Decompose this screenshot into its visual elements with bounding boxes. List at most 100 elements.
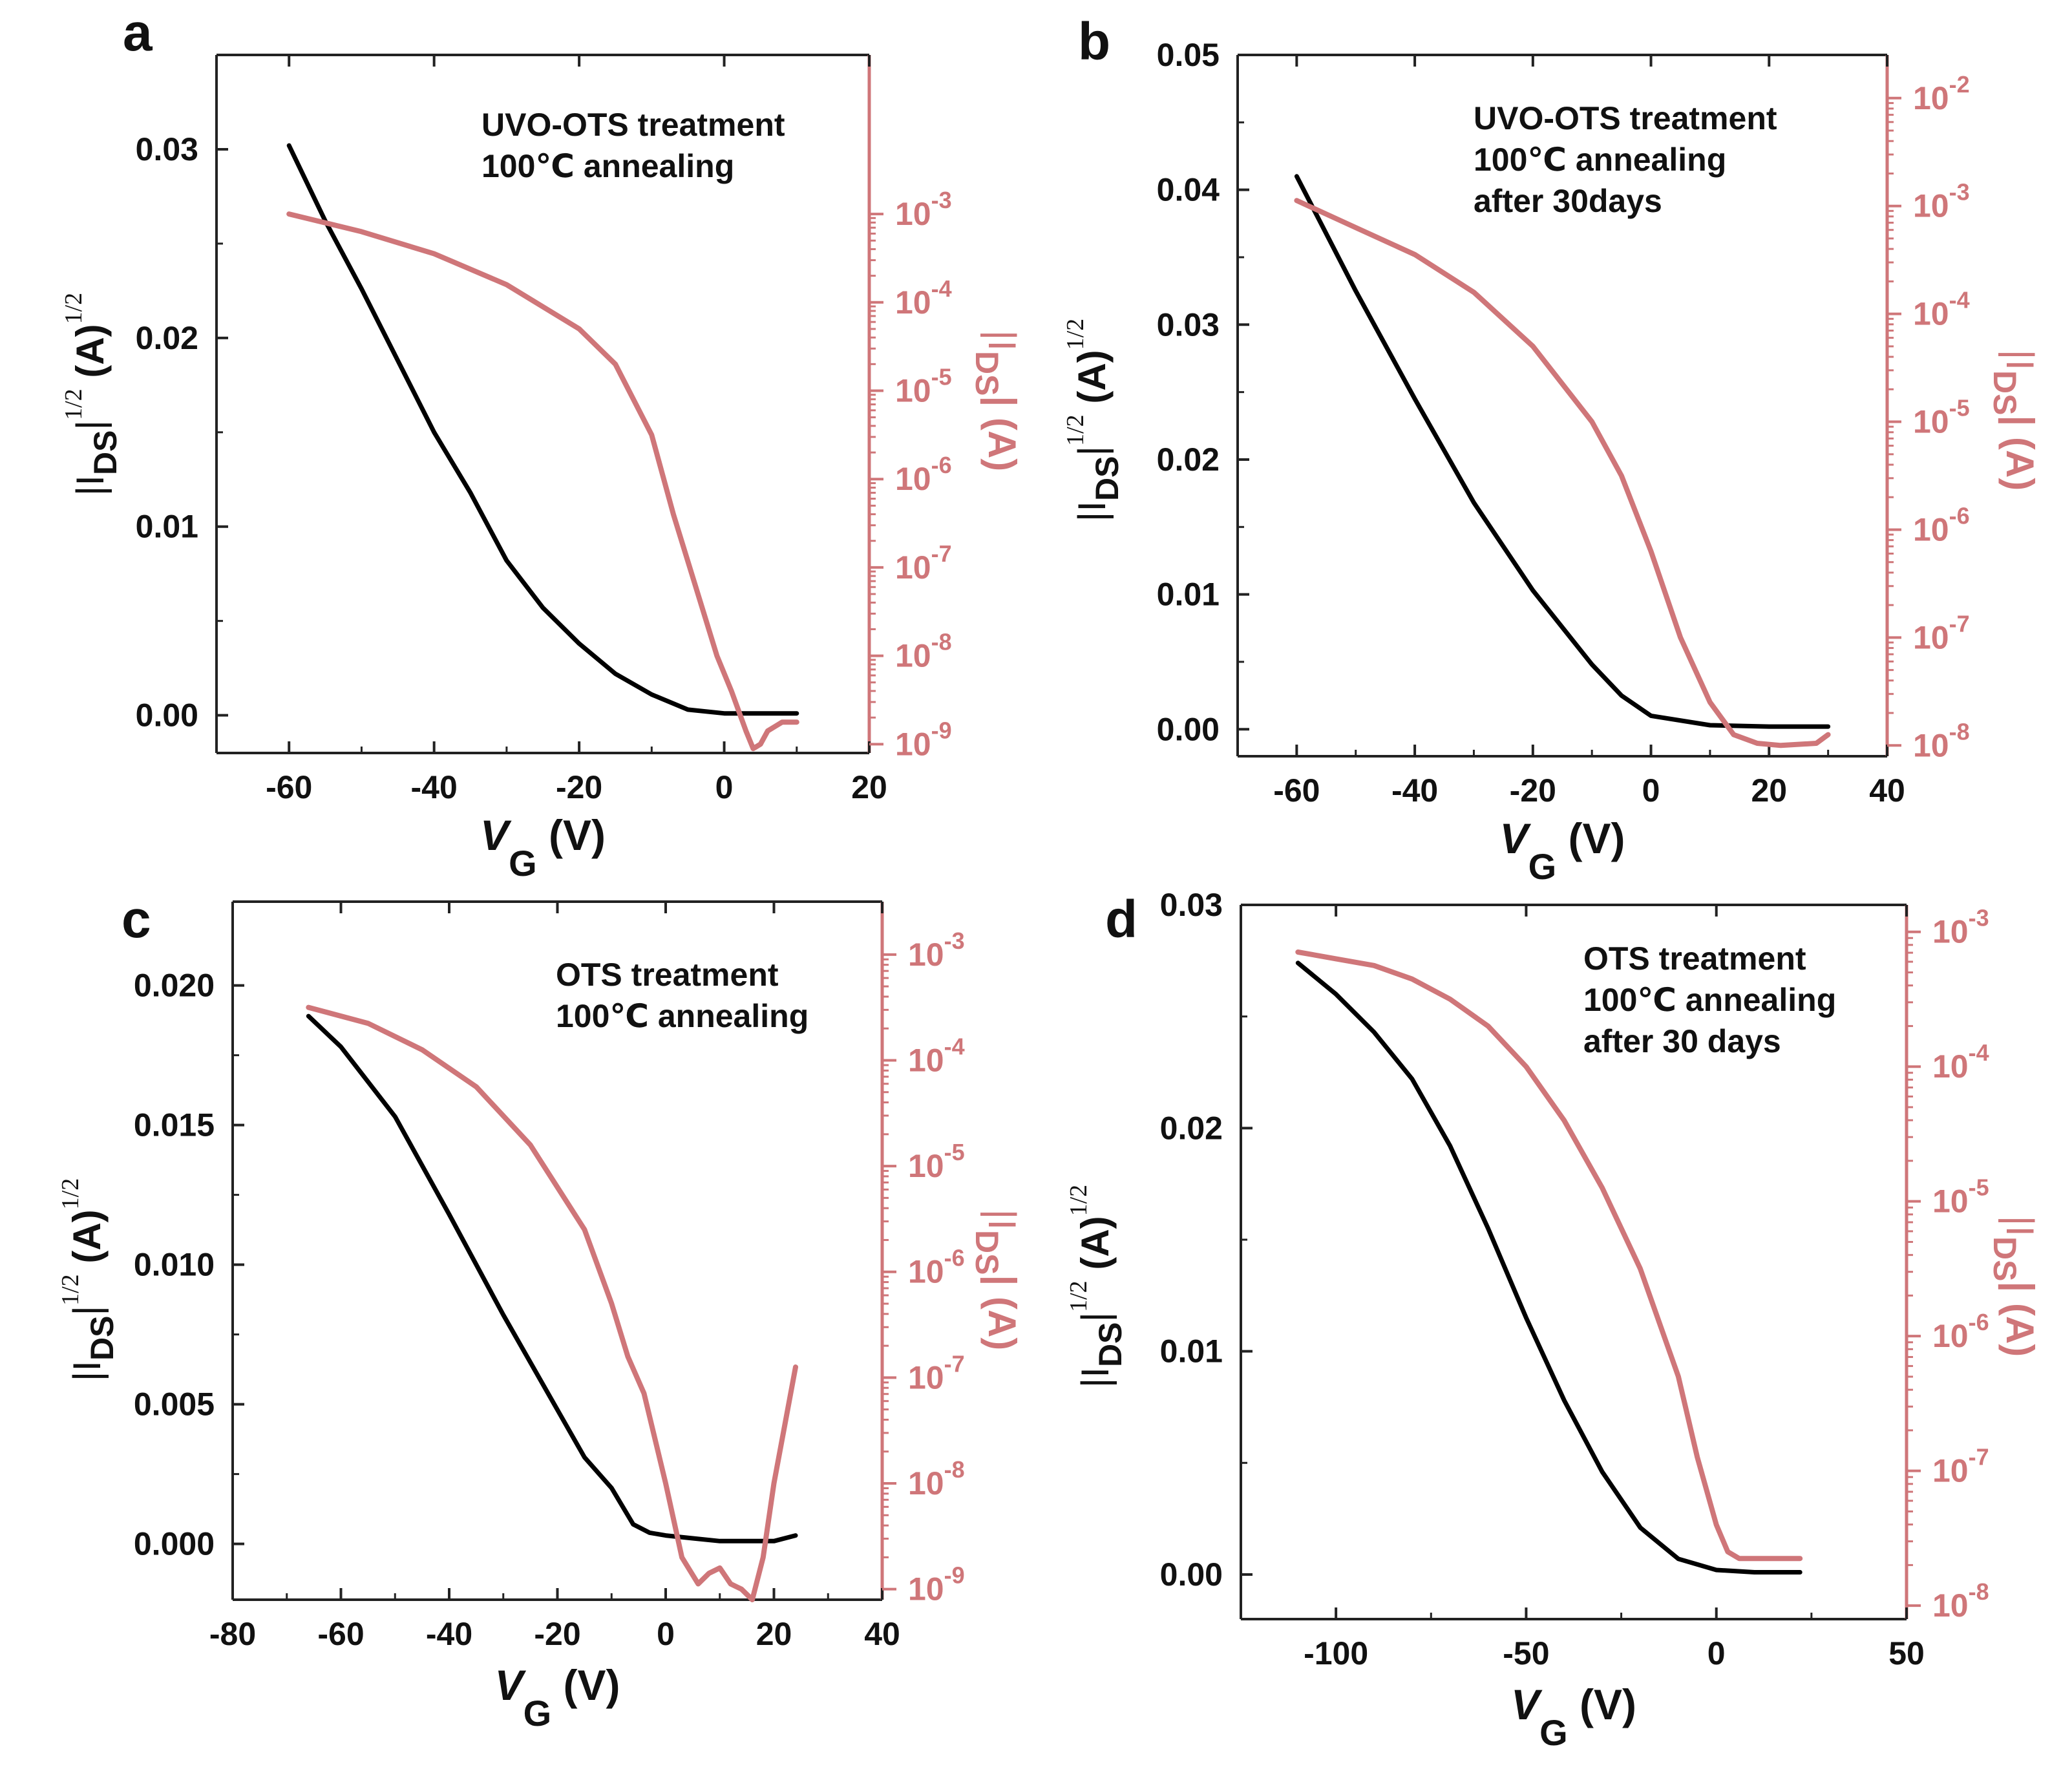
y-tick-label: 0.03 bbox=[1160, 887, 1223, 923]
x-axis-label: VG (V) bbox=[1511, 1681, 1636, 1753]
x-tick-label: -60 bbox=[266, 769, 312, 805]
y-right-axis-label: |IDS| (A) bbox=[969, 1209, 1024, 1350]
y-right-tick-label: 10-3 bbox=[908, 928, 965, 973]
x-tick-label: 20 bbox=[851, 769, 887, 805]
y-right-tick-label: 10-5 bbox=[1913, 395, 1970, 440]
y-right-tick-label: 10-3 bbox=[1913, 179, 1970, 224]
x-axis-label: VG (V) bbox=[480, 811, 606, 884]
y-tick-label: 0.03 bbox=[136, 131, 198, 167]
log-ids-curve bbox=[1295, 949, 1803, 1562]
y-tick-label: 0.02 bbox=[136, 320, 198, 356]
y-right-tick-label: 10-6 bbox=[908, 1245, 965, 1290]
panel-c: -80 -60 -40 -20 0 20 40 0.000 0.005 0.010 0.015 0.0… bbox=[57, 890, 1024, 1734]
panel-b: -60 -40 -20 0 20 40 0.00 0.01 0.02 0.03 0.04 0.05 10… bbox=[1062, 12, 2042, 887]
y-tick-label: 0.00 bbox=[1160, 1556, 1223, 1593]
y-tick-label: 0.01 bbox=[1160, 1333, 1223, 1370]
y-right-tick-label: 10-7 bbox=[895, 540, 952, 586]
x-tick-label: 0 bbox=[715, 769, 734, 805]
annotation-text: OTS treatment 100℃ annealing bbox=[556, 957, 809, 1034]
y-right-tick-label: 10-2 bbox=[1913, 71, 1970, 116]
panel-a: -60 -40 -20 0 20 0.00 0.01 0.02 0.03 10-9 10-8 10-7… bbox=[60, 3, 1024, 884]
log-ids-curve bbox=[1294, 198, 1831, 748]
y-right-tick-label: 10-4 bbox=[1932, 1039, 1989, 1085]
x-tick-label: 20 bbox=[756, 1616, 792, 1652]
sqrt-ids-curve bbox=[286, 143, 799, 716]
y-tick-label: 0.00 bbox=[1157, 711, 1220, 747]
sqrt-ids-curve bbox=[306, 1013, 798, 1543]
y-right-tick-label: 10-6 bbox=[1913, 502, 1970, 547]
sqrt-ids-curve bbox=[1295, 960, 1802, 1575]
x-tick-label: -20 bbox=[534, 1616, 580, 1652]
y-tick-label: 0.00 bbox=[136, 697, 198, 734]
panel-letter: b bbox=[1078, 12, 1110, 71]
y-right-tick-label: 10-4 bbox=[1913, 287, 1970, 332]
y-right-tick-label: 10-6 bbox=[895, 452, 952, 497]
x-tick-label: -40 bbox=[1391, 772, 1438, 809]
x-tick-label: 0 bbox=[1707, 1635, 1726, 1671]
x-tick-label: -20 bbox=[1510, 772, 1556, 809]
y-tick-label: 0.020 bbox=[134, 968, 215, 1004]
y-tick-label: 0.05 bbox=[1157, 37, 1220, 73]
y-right-tick-label: 10-8 bbox=[1913, 718, 1970, 763]
log-ids-curve bbox=[286, 211, 799, 752]
x-tick-label: -80 bbox=[209, 1616, 256, 1652]
y-right-tick-label: 10-7 bbox=[908, 1350, 965, 1395]
y-right-axis-label: |IDS| (A) bbox=[969, 330, 1024, 471]
y-right-tick-label: 10-5 bbox=[908, 1139, 965, 1184]
y-right-tick-label: 10-8 bbox=[908, 1456, 965, 1501]
y-right-tick-label: 10-5 bbox=[1932, 1174, 1989, 1220]
panel-letter: c bbox=[122, 890, 151, 949]
y-right-tick-label: 10-8 bbox=[895, 629, 952, 674]
y-tick-label: 0.000 bbox=[134, 1526, 215, 1562]
y-tick-label: 0.04 bbox=[1157, 172, 1220, 208]
y-tick-label: 0.01 bbox=[1157, 577, 1220, 613]
y-tick-label: 0.02 bbox=[1160, 1110, 1223, 1146]
y-left-axis-label: |IDS|1/2 (A)1/2 bbox=[57, 1178, 120, 1381]
x-tick-label: -40 bbox=[426, 1616, 472, 1652]
x-tick-label: 20 bbox=[1751, 772, 1787, 809]
y-right-tick-label: 10-7 bbox=[1932, 1444, 1989, 1489]
y-right-axis-label: |IDS| (A) bbox=[1987, 1216, 2042, 1357]
y-right-tick-label: 10-5 bbox=[895, 363, 952, 408]
x-tick-label: 40 bbox=[1869, 772, 1905, 809]
annotation-text: OTS treatment 100℃ annealing after 30 days bbox=[1583, 940, 1836, 1059]
x-tick-label: 50 bbox=[1888, 1635, 1925, 1671]
panel-letter: a bbox=[123, 3, 153, 62]
y-tick-label: 0.03 bbox=[1157, 306, 1220, 343]
x-tick-label: -100 bbox=[1304, 1635, 1368, 1671]
y-right-tick-label: 10-4 bbox=[908, 1033, 965, 1078]
y-left-axis-label: |IDS|1/2 (A)1/2 bbox=[1062, 319, 1125, 522]
sqrt-ids-curve bbox=[1294, 174, 1831, 729]
x-tick-label: -60 bbox=[1273, 772, 1320, 809]
x-tick-label: -20 bbox=[556, 769, 602, 805]
y-right-tick-label: 10-3 bbox=[1932, 905, 1989, 950]
y-right-axis-label: |IDS| (A) bbox=[1987, 350, 2042, 491]
y-tick-label: 0.01 bbox=[136, 509, 198, 545]
panel-letter: d bbox=[1105, 890, 1137, 949]
y-tick-label: 0.005 bbox=[134, 1386, 215, 1423]
x-tick-label: 40 bbox=[864, 1616, 900, 1652]
annotation-text: UVO-OTS treatment 100℃ annealing bbox=[481, 107, 785, 184]
y-right-tick-label: 10-9 bbox=[895, 717, 952, 762]
x-tick-label: -50 bbox=[1503, 1635, 1549, 1671]
y-right-tick-label: 10-8 bbox=[1932, 1578, 1989, 1624]
x-tick-label: -40 bbox=[411, 769, 458, 805]
y-tick-label: 0.010 bbox=[134, 1247, 215, 1283]
y-right-tick-label: 10-4 bbox=[895, 275, 952, 321]
x-tick-label: 0 bbox=[1642, 772, 1660, 809]
x-axis-label: VG (V) bbox=[1500, 814, 1625, 887]
y-tick-label: 0.015 bbox=[134, 1107, 215, 1143]
log-ids-curve bbox=[306, 1004, 798, 1602]
x-axis-label: VG (V) bbox=[495, 1661, 620, 1734]
y-right-tick-label: 10-7 bbox=[1913, 610, 1970, 655]
y-left-axis-label: |IDS|1/2 (A)1/2 bbox=[60, 293, 123, 496]
x-tick-label: 0 bbox=[657, 1616, 675, 1652]
panel-d: -100 -50 0 50 0.00 0.01 0.02 0.03 10-8 10-7 10-6 10… bbox=[1065, 887, 2042, 1753]
y-tick-label: 0.02 bbox=[1157, 441, 1220, 478]
y-left-axis-label: |IDS|1/2 (A)1/2 bbox=[1065, 1185, 1128, 1388]
y-right-tick-label: 10-9 bbox=[908, 1562, 965, 1607]
annotation-text: UVO-OTS treatment 100℃ annealing after 30d… bbox=[1474, 100, 1777, 219]
y-right-tick-label: 10-3 bbox=[895, 187, 952, 232]
y-right-tick-label: 10-6 bbox=[1932, 1309, 1989, 1354]
